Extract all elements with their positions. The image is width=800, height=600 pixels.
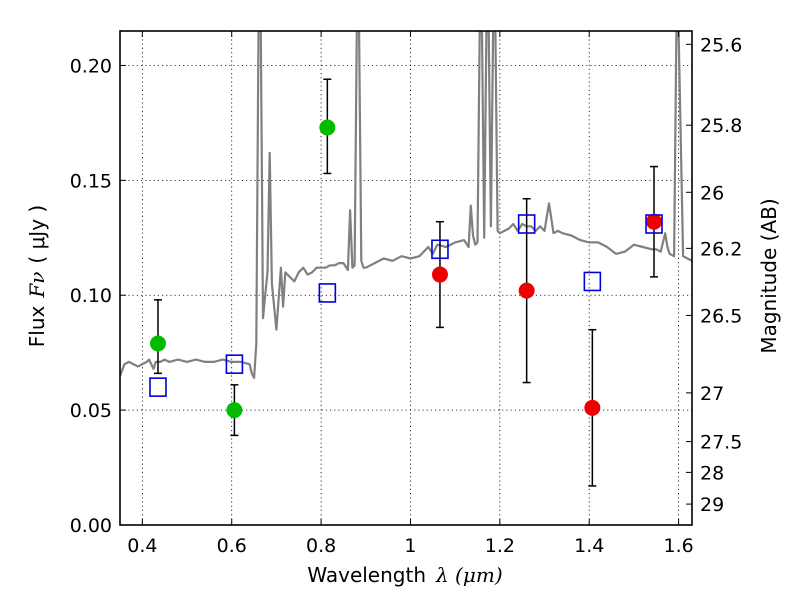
- spectrum-line: [120, 31, 692, 379]
- model-square: [149, 377, 167, 397]
- x-axis-title: Wavelength λ (μm): [307, 563, 502, 587]
- x-tick-label: 0.4: [127, 535, 157, 557]
- model-square: [583, 271, 602, 292]
- y-tick-label: 0.15: [70, 170, 112, 192]
- x-tick-label: 1.4: [574, 535, 604, 557]
- model-square: [645, 214, 663, 234]
- y-tick-label: 0.00: [70, 515, 112, 537]
- right-tick-label: 29: [700, 494, 724, 516]
- x-tick-label: 0.8: [306, 535, 336, 557]
- data-point: [584, 399, 601, 416]
- y-tick-label: 0.20: [70, 55, 112, 77]
- plot-frame: [119, 30, 693, 526]
- right-axis-title: Magnitude (AB): [757, 198, 781, 353]
- right-tick-label: 26.2: [700, 238, 742, 260]
- data-point: [646, 213, 663, 230]
- x-tick-label: 0.6: [217, 535, 247, 557]
- marker-series: [149, 119, 663, 419]
- right-tick-label: 27.5: [700, 432, 742, 454]
- y-tick-label: 0.05: [70, 400, 112, 422]
- grid: [120, 31, 692, 526]
- right-tick-label: 26.5: [700, 305, 742, 327]
- right-tick-label: 27: [700, 383, 724, 405]
- x-tick-label: 1.6: [663, 535, 693, 557]
- data-point: [226, 402, 243, 419]
- right-tick-label: 26: [700, 182, 724, 204]
- right-tick-label: 25.6: [700, 34, 742, 56]
- errorbar-series: [153, 78, 659, 487]
- axis-ticks: 0.4 0.6 0.8 1 1.2 1.4 1.6 0.00 0.05 0.10 0.15 0.20 2…: [70, 31, 742, 557]
- model-square: [225, 354, 244, 374]
- data-point: [518, 282, 535, 299]
- x-tick-label: 1: [404, 535, 416, 557]
- right-tick-label: 28: [700, 462, 724, 484]
- data-point: [319, 119, 336, 136]
- data-point: [431, 266, 448, 283]
- spectrum-series: [120, 31, 692, 379]
- model-square: [431, 239, 449, 260]
- data-point: [149, 335, 166, 352]
- y-axis-title: FluxFν( μJy ): [25, 205, 49, 347]
- right-tick-label: 25.8: [700, 115, 742, 137]
- axis-labels: Wavelength λ (μm) FluxFν( μJy ) Magnitude…: [25, 198, 781, 587]
- y-tick-label: 0.10: [70, 285, 112, 307]
- model-square: [517, 214, 536, 234]
- model-square: [318, 283, 337, 303]
- x-tick-label: 1.2: [485, 535, 515, 557]
